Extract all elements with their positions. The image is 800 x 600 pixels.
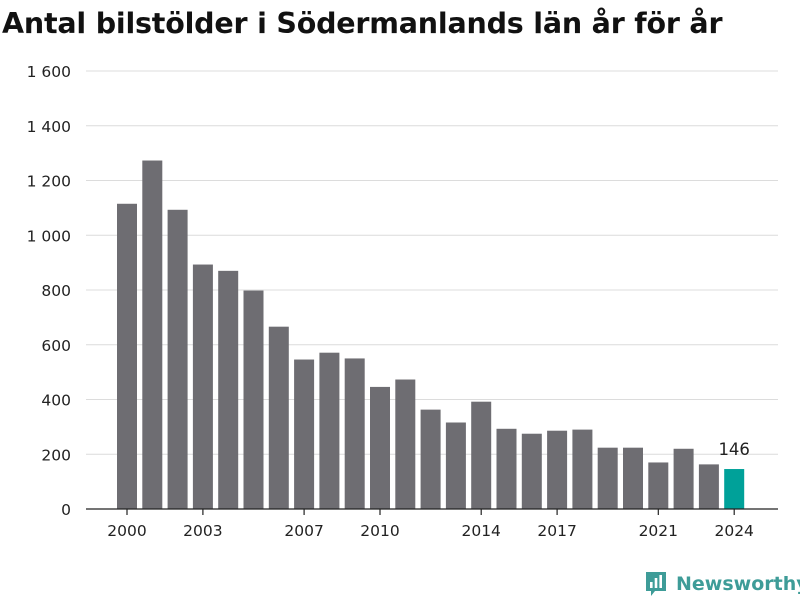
bar-2023 — [698, 464, 719, 509]
bar-2017 — [547, 430, 568, 509]
bar-2012 — [420, 409, 441, 509]
y-tick-label: 400 — [41, 392, 71, 410]
x-tick-label: 2024 — [714, 522, 753, 540]
brand-logo: Newsworthy — [644, 570, 800, 598]
bar-2006 — [268, 326, 289, 509]
bar-2009 — [344, 358, 365, 509]
newsworthy-logo-icon — [646, 572, 666, 596]
bars — [117, 160, 745, 510]
x-tick-label: 2017 — [537, 522, 576, 540]
x-tick-label: 2021 — [639, 522, 678, 540]
bar-2003 — [192, 264, 213, 509]
gridlines — [86, 70, 778, 455]
x-tick-label: 2000 — [107, 522, 146, 540]
bar-2020 — [623, 447, 643, 509]
bar-2021 — [648, 462, 669, 509]
bar-2011 — [395, 379, 416, 509]
bar-2002 — [167, 209, 188, 510]
x-tick-label: 2003 — [183, 522, 222, 540]
data-labels: 146 — [718, 440, 750, 459]
x-axis-tick-labels: 2000 2003 2007 2010 2014 2017 2021 2024 — [107, 522, 754, 540]
data-label: 146 — [718, 440, 750, 459]
bar-2005 — [243, 290, 264, 509]
bar-2000 — [117, 203, 137, 509]
bar-2015 — [496, 428, 517, 509]
bar-2004 — [218, 270, 239, 509]
x-tick-label: 2014 — [461, 522, 500, 540]
y-tick-label: 1 200 — [27, 173, 71, 191]
y-tick-label: 1 600 — [27, 63, 71, 81]
bar-2010 — [370, 386, 390, 509]
bar-2016 — [521, 433, 542, 509]
bar-2001 — [142, 160, 163, 509]
y-tick-label: 1 000 — [27, 227, 71, 245]
bar-2007 — [294, 359, 315, 509]
y-tick-label: 1 400 — [27, 118, 71, 136]
bar-2013 — [445, 422, 466, 509]
bar-2008 — [319, 352, 340, 509]
y-tick-label: 800 — [41, 282, 71, 300]
x-tick-label: 2010 — [360, 522, 399, 540]
y-tick-label: 600 — [41, 337, 71, 355]
y-tick-label: 0 — [61, 501, 71, 519]
bar-2014 — [471, 401, 492, 509]
y-axis-tick-labels: 0 200 400 600 800 1 000 1 200 1 400 1 600 — [27, 63, 71, 519]
bar-2018 — [572, 429, 593, 509]
x-tick-label: 2007 — [284, 522, 323, 540]
bar-2024 — [724, 469, 745, 509]
bar-2022 — [673, 448, 694, 509]
brand-name: Newsworthy — [676, 573, 800, 595]
x-axis — [86, 508, 778, 515]
y-tick-label: 200 — [41, 446, 71, 464]
bar-2019 — [597, 447, 618, 509]
chart-title: Antal bilstölder i Södermanlands län år … — [2, 7, 723, 40]
